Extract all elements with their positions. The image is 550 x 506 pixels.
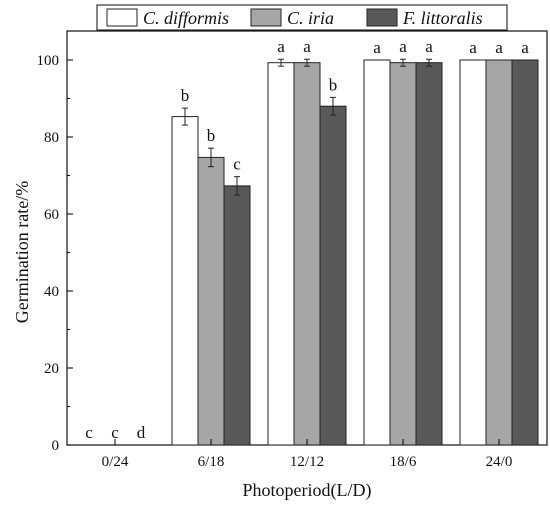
- y-tick-label: 40: [44, 284, 59, 300]
- significance-letter: c: [85, 423, 93, 442]
- bar: [415, 62, 443, 446]
- bar: [319, 105, 347, 446]
- legend-box: [96, 4, 508, 31]
- x-tick-label: 24/0: [486, 454, 513, 470]
- significance-letter: a: [303, 37, 311, 56]
- significance-letter: a: [521, 38, 529, 57]
- legend-swatch: [366, 8, 398, 27]
- y-tick-label: 60: [44, 207, 59, 223]
- bar: [459, 59, 487, 446]
- x-tick-label: 6/18: [198, 454, 225, 470]
- significance-letter: a: [399, 37, 407, 56]
- y-axis: 0 20 40 60 80 100: [37, 53, 73, 454]
- significance-letter: c: [233, 155, 241, 174]
- bar: [197, 156, 225, 446]
- legend-swatch: [250, 8, 282, 27]
- x-tick-label: 12/12: [290, 454, 324, 470]
- bar: [267, 62, 295, 446]
- significance-letter: a: [373, 38, 381, 57]
- bar: [363, 59, 391, 446]
- bar: [511, 59, 539, 446]
- significance-letter: b: [181, 86, 190, 105]
- significance-letter: c: [111, 423, 119, 442]
- x-axis-label: Photoperiod(L/D): [243, 480, 372, 501]
- y-tick-label: 100: [37, 53, 60, 69]
- bar: [389, 62, 417, 446]
- y-tick-label: 20: [44, 361, 59, 377]
- significance-letter: a: [277, 37, 285, 56]
- significance-letter: a: [469, 38, 477, 57]
- significance-letter: a: [495, 38, 503, 57]
- x-tick-label: 18/6: [390, 454, 417, 470]
- bar: [485, 59, 513, 446]
- significance-letter: a: [425, 37, 433, 56]
- legend-label: F. littoralis: [402, 8, 483, 28]
- bar: [171, 116, 199, 446]
- bar: [293, 62, 321, 446]
- significance-letter: b: [207, 126, 216, 145]
- y-tick-label: 0: [52, 438, 60, 454]
- significance-letter: b: [329, 75, 338, 94]
- significance-letter: d: [137, 423, 146, 442]
- legend: C. difformis C. iria F. littoralis: [96, 4, 508, 31]
- x-tick-label: 0/24: [102, 454, 129, 470]
- bar: [223, 185, 251, 446]
- legend-swatch: [106, 8, 138, 27]
- x-axis: 0/24 6/18 12/12 18/6 24/0: [102, 439, 513, 470]
- y-axis-label: Germination rate/%: [12, 181, 32, 323]
- y-tick-label: 80: [44, 130, 59, 146]
- legend-label: C. iria: [287, 8, 334, 28]
- legend-label: C. difformis: [143, 8, 229, 28]
